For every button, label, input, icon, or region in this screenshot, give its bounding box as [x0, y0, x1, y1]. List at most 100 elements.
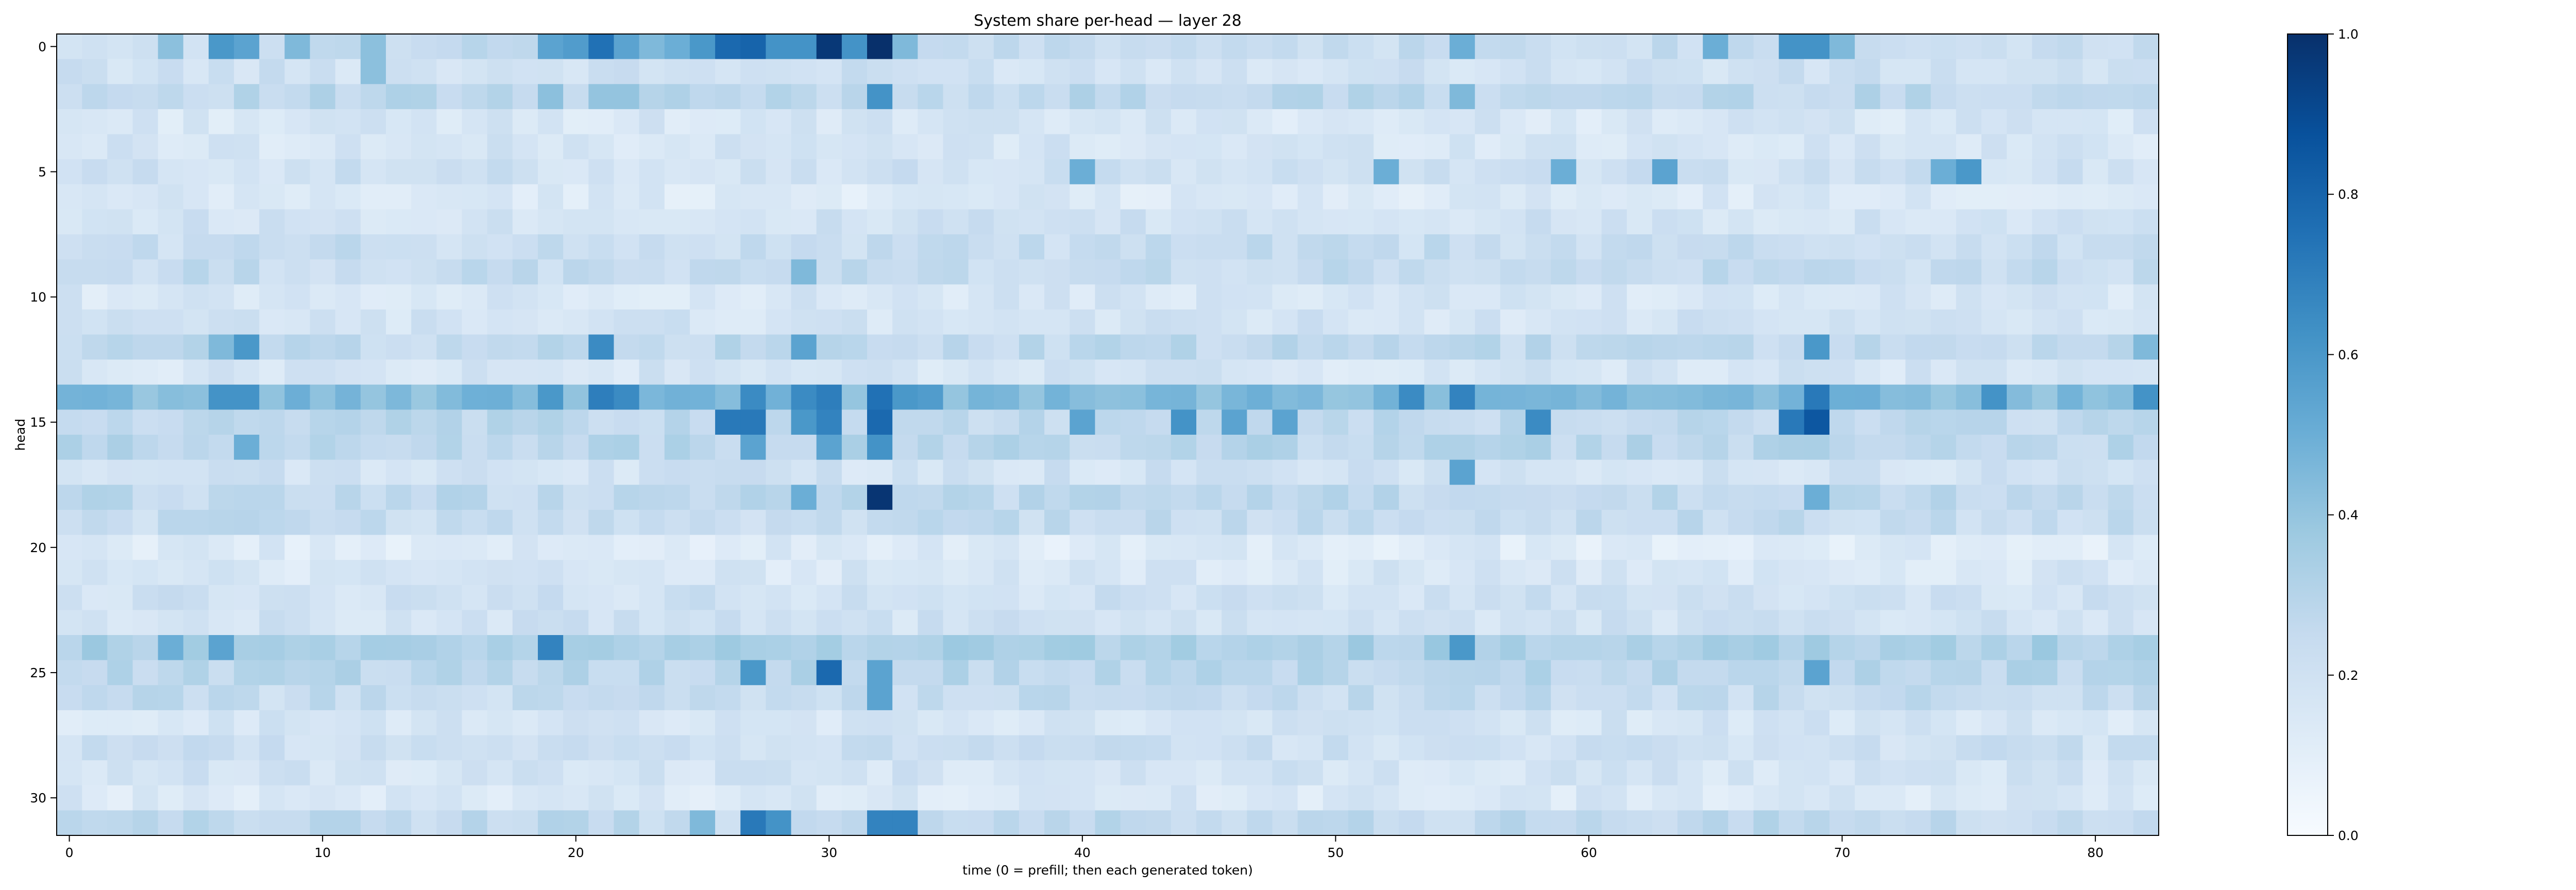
- heatmap-cell: [1728, 459, 1754, 485]
- heatmap-cell: [1374, 409, 1399, 435]
- heatmap-cell: [816, 560, 842, 586]
- heatmap-cell: [1703, 284, 1728, 310]
- heatmap-cell: [183, 435, 209, 460]
- heatmap-cell: [1297, 159, 1324, 185]
- heatmap-cell: [1905, 209, 1931, 235]
- heatmap-cell: [1424, 509, 1450, 536]
- heatmap-cell: [360, 134, 386, 160]
- heatmap-cell: [689, 459, 716, 485]
- heatmap-cell: [1247, 59, 1273, 84]
- heatmap-cell: [1019, 560, 1045, 586]
- heatmap-cell: [1880, 760, 1906, 786]
- heatmap-cell: [2007, 710, 2032, 736]
- heatmap-cell: [816, 409, 842, 435]
- heatmap-cell: [1145, 134, 1172, 160]
- heatmap-cell: [107, 134, 133, 160]
- heatmap-cell: [766, 710, 792, 736]
- heatmap-cell: [1297, 234, 1324, 260]
- heatmap-cell: [1703, 59, 1728, 84]
- heatmap-cell: [436, 435, 463, 460]
- heatmap-cell: [1222, 685, 1247, 711]
- heatmap-cell: [436, 635, 463, 661]
- heatmap-cell: [1348, 810, 1374, 836]
- heatmap-cell: [259, 384, 285, 410]
- heatmap-cell: [1728, 234, 1754, 260]
- heatmap-cell: [1753, 485, 1780, 510]
- heatmap-cell: [234, 509, 260, 536]
- heatmap-cell: [791, 485, 817, 510]
- heatmap-cell: [1753, 309, 1780, 335]
- heatmap-cell: [816, 309, 842, 335]
- heatmap-cell: [234, 259, 260, 285]
- heatmap-cell: [1196, 535, 1222, 560]
- heatmap-cell: [335, 84, 361, 110]
- heatmap-cell: [1677, 459, 1703, 485]
- heatmap-cell: [132, 760, 159, 786]
- colorbar-tick-label: 0.2: [2338, 668, 2359, 683]
- heatmap-cell: [310, 785, 336, 811]
- colorbar: [2287, 33, 2328, 836]
- heatmap-cell: [2133, 760, 2159, 786]
- heatmap-cell: [943, 785, 969, 811]
- heatmap-cell: [1855, 710, 1880, 736]
- heatmap-cell: [1956, 109, 1982, 135]
- heatmap-cell: [1652, 360, 1678, 385]
- heatmap-cell: [360, 109, 386, 135]
- heatmap-cell: [1449, 59, 1476, 84]
- heatmap-cell: [2133, 384, 2159, 410]
- heatmap-cell: [943, 560, 969, 586]
- heatmap-cell: [1449, 134, 1476, 160]
- heatmap-cell: [183, 635, 209, 661]
- heatmap-cell: [1880, 334, 1906, 360]
- heatmap-cell: [1222, 710, 1247, 736]
- heatmap-cell: [360, 409, 386, 435]
- heatmap-cell: [1677, 710, 1703, 736]
- heatmap-cell: [1374, 685, 1399, 711]
- heatmap-cell: [208, 209, 234, 235]
- heatmap-cell: [1475, 485, 1501, 510]
- heatmap-cell: [1500, 509, 1526, 536]
- heatmap-cell: [1348, 284, 1374, 310]
- heatmap-cell: [1753, 234, 1780, 260]
- heatmap-cell: [715, 610, 741, 636]
- heatmap-cell: [841, 360, 868, 385]
- heatmap-cell: [1374, 109, 1399, 135]
- heatmap-cell: [1272, 384, 1298, 410]
- heatmap-cell: [993, 560, 1020, 586]
- heatmap-cell: [1196, 685, 1222, 711]
- heatmap-cell: [1956, 360, 1982, 385]
- heatmap-cell: [512, 435, 538, 460]
- heatmap-cell: [664, 509, 690, 536]
- heatmap-cell: [1930, 760, 1957, 786]
- heatmap-cell: [284, 209, 311, 235]
- heatmap-cell: [2032, 685, 2058, 711]
- heatmap-cell: [740, 309, 766, 335]
- heatmap-cell: [234, 435, 260, 460]
- heatmap-cell: [487, 134, 513, 160]
- heatmap-cell: [1145, 184, 1172, 210]
- heatmap-cell: [968, 84, 994, 110]
- heatmap-cell: [993, 735, 1020, 761]
- heatmap-cell: [1804, 785, 1830, 811]
- heatmap-cell: [132, 284, 159, 310]
- heatmap-cell: [1272, 159, 1298, 185]
- heatmap-cell: [689, 234, 716, 260]
- heatmap-cell: [816, 334, 842, 360]
- heatmap-cell: [335, 34, 361, 60]
- heatmap-cell: [715, 585, 741, 610]
- heatmap-cell: [1145, 234, 1172, 260]
- heatmap-cell: [1044, 785, 1070, 811]
- heatmap-cell: [689, 435, 716, 460]
- heatmap-cell: [1247, 234, 1273, 260]
- heatmap-cell: [1956, 760, 1982, 786]
- plot-frame: [56, 33, 2159, 836]
- heatmap-cell: [816, 760, 842, 786]
- heatmap-cell: [715, 360, 741, 385]
- heatmap-cell: [1171, 810, 1197, 836]
- heatmap-cell: [2108, 560, 2134, 586]
- heatmap-cell: [1500, 735, 1526, 761]
- heatmap-cell: [2082, 610, 2109, 636]
- heatmap-cell: [1855, 660, 1880, 686]
- heatmap-cell: [664, 560, 690, 586]
